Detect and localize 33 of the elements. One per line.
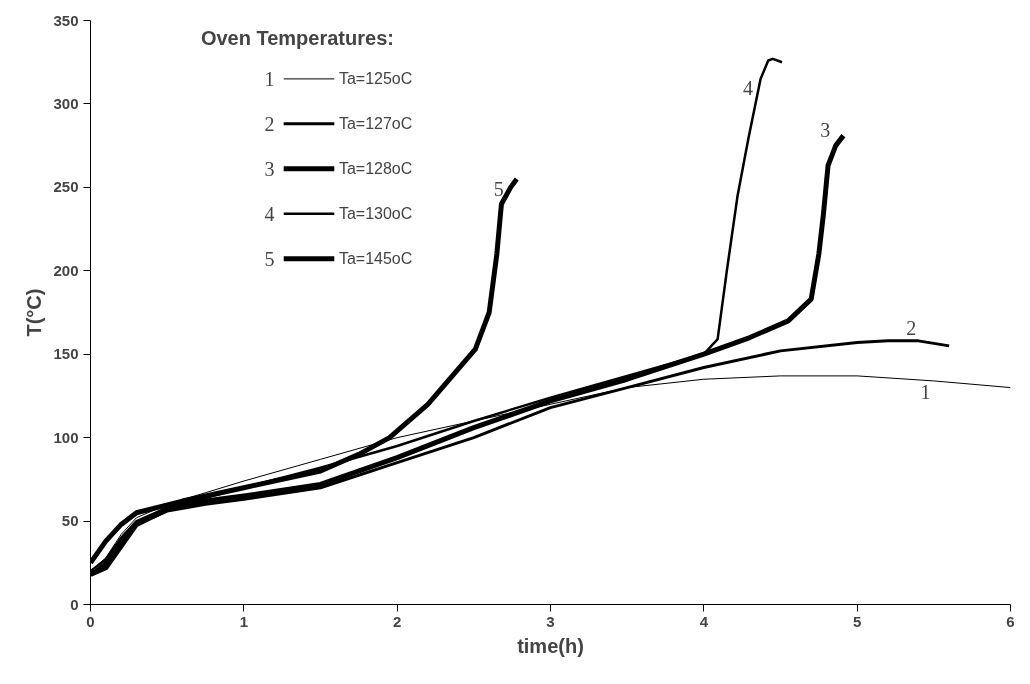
- x-tick-label: 0: [86, 612, 95, 630]
- annotation: 2: [906, 316, 917, 339]
- y-tick-label: 150: [53, 345, 79, 363]
- y-tick-label: 100: [53, 428, 79, 446]
- legend-label: Ta=145oC: [338, 250, 413, 268]
- x-tick-label: 4: [699, 612, 709, 630]
- annotation: 3: [820, 118, 831, 141]
- x-tick-label: 1: [239, 612, 249, 630]
- text: 1: [264, 67, 275, 90]
- legend-label: Ta=130oC: [338, 205, 413, 223]
- text: 2: [264, 112, 275, 135]
- legend-title: Oven Temperatures:: [200, 27, 394, 50]
- y-tick-label: 0: [70, 595, 79, 613]
- legend-label: Ta=128oC: [338, 160, 413, 178]
- y-axis-title: T(°C): [23, 288, 46, 337]
- legend-label: Ta=125oC: [338, 70, 413, 88]
- y-tick-label: 250: [53, 178, 79, 196]
- x-axis-title: time(h): [517, 634, 584, 657]
- annotation: 5: [493, 178, 504, 201]
- x-tick-label: 2: [393, 612, 402, 630]
- x-tick-label: 6: [1006, 612, 1015, 630]
- y-tick-label: 50: [61, 512, 79, 530]
- annotation: 4: [743, 77, 754, 100]
- text: 4: [264, 202, 275, 225]
- legend-label: Ta=127oC: [338, 115, 413, 133]
- x-tick-label: 3: [546, 612, 555, 630]
- x-tick-label: 5: [853, 612, 862, 630]
- text: 5: [264, 247, 275, 270]
- y-tick-label: 350: [53, 11, 79, 29]
- text: 3: [264, 157, 275, 180]
- y-tick-label: 300: [53, 94, 79, 112]
- annotation: 1: [920, 380, 931, 403]
- y-tick-label: 200: [53, 261, 79, 279]
